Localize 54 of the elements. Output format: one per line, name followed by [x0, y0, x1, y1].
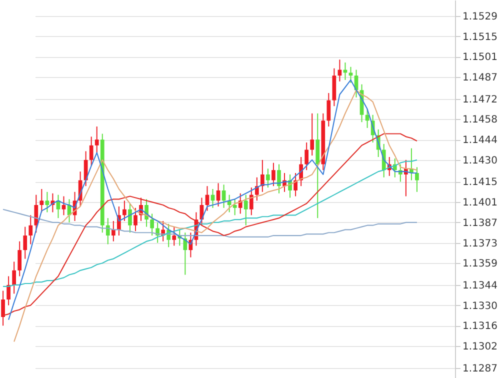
- candlestick: [40, 188, 44, 213]
- y-tick-label: 1.1344: [462, 280, 498, 292]
- candlestick: [6, 276, 10, 306]
- y-tick-label: 1.1401: [462, 198, 498, 209]
- candlestick: [18, 240, 22, 277]
- candlestick: [122, 200, 126, 222]
- candlestick: [232, 198, 237, 216]
- line-series: [2, 133, 418, 316]
- y-tick-label: 1.1501: [462, 52, 498, 64]
- candlestick: [238, 192, 242, 214]
- candlestick: [28, 214, 33, 245]
- candlestick: [304, 142, 309, 171]
- candlestick: [1, 290, 5, 326]
- y-tick-label: 1.1515: [462, 32, 498, 43]
- candlestick: [326, 92, 331, 127]
- y-tick-label: 1.1472: [462, 94, 498, 106]
- candlestick: [12, 261, 16, 294]
- y-tick-label: 1.1316: [462, 321, 498, 332]
- y-tick-label: 1.1487: [462, 72, 498, 84]
- candlestick: [111, 220, 116, 242]
- candlestick: [348, 66, 353, 84]
- candlestick: [277, 164, 281, 194]
- candlestick: [45, 191, 50, 213]
- candlestick: [23, 226, 28, 260]
- y-tick-label: 1.1415: [462, 177, 498, 188]
- y-tick-label: 1.1330: [462, 300, 498, 312]
- candlestick: [134, 207, 138, 232]
- candlestick: [272, 162, 276, 187]
- y-tick-label: 1.1458: [462, 114, 498, 126]
- candlestick: [84, 150, 88, 187]
- candlestick: [254, 176, 259, 202]
- y-tick-label: 1.1430: [462, 155, 498, 166]
- y-tick-label: 1.1359: [462, 258, 498, 270]
- y-tick-label: 1.1373: [462, 238, 498, 250]
- candlestick: [260, 159, 264, 192]
- candlestick: [310, 112, 314, 156]
- y-tick-label: 1.1529: [462, 11, 498, 22]
- y-tick-label: 1.1387: [462, 218, 498, 229]
- candlestick: [62, 196, 66, 216]
- y-tick-label: 1.1287: [462, 363, 498, 374]
- candlestick: [89, 136, 94, 166]
- candlestick: [244, 194, 248, 226]
- candlestick: [150, 213, 154, 236]
- candlestick: [183, 232, 188, 276]
- candlestick: [415, 166, 419, 192]
- candlestick: [94, 126, 99, 155]
- candlestick: [128, 203, 132, 234]
- candlestick: [249, 187, 254, 216]
- candlestick: [172, 226, 176, 246]
- candlestick: [294, 172, 298, 197]
- candlestick: [266, 168, 270, 188]
- y-tick-label: 1.1444: [462, 135, 498, 146]
- candlestick: [34, 194, 38, 234]
- y-tick-label: 1.1302: [462, 342, 498, 353]
